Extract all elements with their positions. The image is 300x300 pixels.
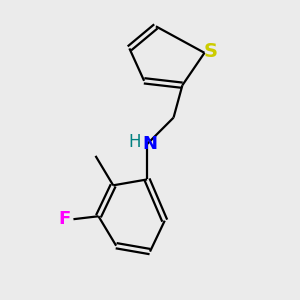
Text: F: F [58, 210, 71, 228]
Text: H: H [128, 133, 141, 151]
Text: S: S [204, 42, 218, 61]
Text: N: N [142, 135, 158, 153]
